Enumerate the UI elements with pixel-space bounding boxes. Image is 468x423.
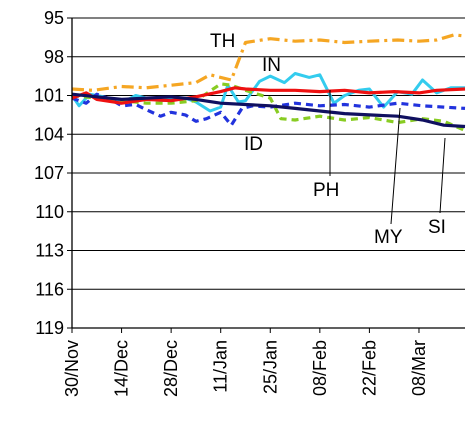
series-line-si (71, 92, 466, 129)
x-tick-label-6: 22/Feb (359, 340, 379, 396)
y-tick-label-101: 101 (34, 86, 64, 106)
y-tick-label-104: 104 (34, 124, 64, 144)
x-tick-label-2: 28/Dec (161, 340, 181, 397)
series-lines (70, 33, 466, 132)
axes (67, 17, 465, 333)
series-line-id (71, 92, 466, 127)
x-tick-label-1: 14/Dec (112, 340, 132, 397)
y-tick-label-113: 113 (35, 241, 64, 261)
series-label-in: IN (262, 55, 281, 76)
y-tick-label-110: 110 (35, 202, 64, 222)
leader-line-my (390, 107, 401, 225)
y-tick-label-116: 116 (35, 279, 64, 299)
y-tick-label-95: 95 (44, 8, 64, 28)
x-tick-label-7: 08/Mar (409, 340, 429, 396)
x-tick-label-5: 08/Feb (310, 340, 330, 396)
y-tick-label-98: 98 (44, 47, 64, 67)
series-line-ph (71, 86, 466, 105)
series-label-th: TH (210, 31, 235, 52)
y-tick-label-107: 107 (34, 163, 64, 183)
leader-line-si (439, 137, 446, 214)
series-line-th (71, 33, 466, 92)
x-tick-label-4: 25/Jan (260, 340, 280, 394)
series-label-ph: PH (313, 180, 339, 201)
series-line-in (70, 72, 465, 113)
series-line-my (71, 82, 466, 132)
y-tick-labels: 95 98 101 104 107 110 113 116 119 (34, 8, 64, 338)
x-tick-label-0: 30/Nov (62, 340, 82, 397)
series-label-id: ID (244, 134, 263, 155)
y-tick-label-119: 119 (35, 318, 64, 338)
series-annotations: TH IN ID PH MY SI (210, 31, 446, 248)
series-label-si: SI (428, 217, 446, 238)
series-label-my: MY (374, 227, 403, 248)
x-tick-label-3: 11/Jan (211, 340, 231, 393)
x-tick-labels: 30/Nov 14/Dec 28/Dec 11/Jan 25/Jan 08/Feb 22/F… (62, 340, 429, 397)
